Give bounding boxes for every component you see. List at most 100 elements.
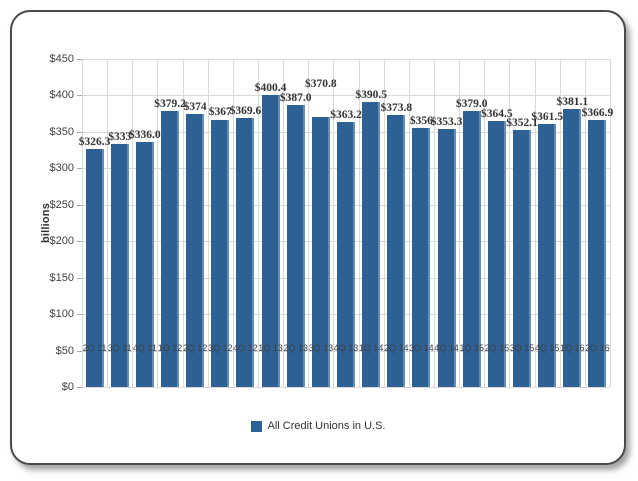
x-tick-label: 1Q 13 <box>258 343 283 353</box>
x-tick-label: 3Q 13 <box>308 343 334 353</box>
bar-2q-13 <box>286 104 305 387</box>
gridline-vertical <box>207 59 209 387</box>
y-tick-mark <box>77 59 82 60</box>
y-tick-mark <box>77 350 82 352</box>
bar-1q-14 <box>362 102 381 387</box>
gridline-vertical <box>308 59 310 387</box>
gridline-vertical <box>283 59 285 387</box>
x-tick-label: 1Q 15 <box>459 343 484 353</box>
x-tick-label: 2Q 15 <box>484 343 510 353</box>
x-tick-label: 4Q 13 <box>333 343 359 353</box>
x-tick-label: 3Q 14 <box>409 343 434 353</box>
legend: All Credit Unions in U.S. <box>12 420 624 432</box>
bar-value-label: $379.2 <box>154 97 186 110</box>
bar-value-label: $366.9 <box>581 106 614 119</box>
bar-3q-11 <box>110 144 129 387</box>
bar-2q-11 <box>85 149 104 387</box>
gridline-vertical <box>157 59 159 387</box>
bar-value-label: $400.4 <box>254 82 287 95</box>
y-tick-label: $0 <box>61 381 74 393</box>
y-tick-label: $450 <box>49 53 74 65</box>
bar-value-label: $363.2 <box>330 109 362 122</box>
gridline-vertical <box>459 59 461 387</box>
x-tick-label: 1Q 16 <box>560 343 585 353</box>
bar-3q-13 <box>311 116 330 387</box>
bar-value-label: $373.8 <box>380 101 413 114</box>
bar-value-label: $369.6 <box>229 104 262 117</box>
bar-value-label: $333 <box>108 131 132 144</box>
gridline-vertical <box>610 59 611 387</box>
plot-area: $0 $50 $100 $150 $200 $250 $300 $350 $400 $450 $32… <box>50 53 614 393</box>
bar-value-label: $367 <box>208 106 232 119</box>
bar-value-label: $390.5 <box>355 89 387 102</box>
y-tick-label: $100 <box>49 308 74 321</box>
x-tick-label: 3Q 15 <box>509 343 535 353</box>
bar-3q-14 <box>412 127 431 387</box>
bar-2q-12 <box>186 114 205 387</box>
x-tick-label: 2Q 12 <box>182 343 208 353</box>
gridline-vertical <box>383 59 385 387</box>
x-tick-label: 4Q 11 <box>132 343 157 353</box>
x-tick-label: 1Q 14 <box>358 343 384 353</box>
bar-3q-15 <box>513 130 531 387</box>
gridline-vertical <box>258 59 259 387</box>
y-tick-label: $300 <box>49 162 74 175</box>
y-tick-mark <box>77 204 82 206</box>
gridline-vertical <box>358 59 360 387</box>
gridline-vertical <box>232 59 234 387</box>
y-tick-label: $250 <box>49 198 74 211</box>
y-tick-mark <box>77 131 82 133</box>
bar-4q-13 <box>337 122 355 387</box>
bar-value-label: $336.0 <box>129 129 161 142</box>
gridline-vertical <box>132 59 134 387</box>
bar-4q-11 <box>135 142 154 387</box>
bar-value-label: $381.1 <box>556 96 589 109</box>
x-tick-label: 3Q 11 <box>107 343 132 353</box>
legend-swatch-icon <box>250 420 262 432</box>
gridline-horizontal <box>82 387 610 388</box>
y-tick-label: $400 <box>49 89 74 102</box>
gridline-vertical <box>509 59 511 387</box>
bar-value-label: $364.5 <box>481 108 513 121</box>
x-tick-label: 2Q 13 <box>283 343 308 353</box>
x-tick-label: 2Q 14 <box>384 343 409 353</box>
gridline-vertical <box>434 59 435 387</box>
gridline-vertical <box>182 59 184 387</box>
gridline-vertical <box>107 59 109 387</box>
bar-value-label: $353.3 <box>430 116 463 129</box>
gridline-vertical <box>484 59 486 387</box>
x-tick-label: 4Q 14 <box>434 343 459 353</box>
x-tick-label: 2Q 16 <box>585 343 610 353</box>
y-tick-mark <box>77 314 82 316</box>
chart-frame: billions $0 $50 $100 $150 $200 $250 $300 $350 $4… <box>10 10 626 465</box>
bar-4q-15 <box>538 123 557 387</box>
x-tick-label: 4Q 15 <box>534 343 560 353</box>
y-tick-mark <box>77 168 82 170</box>
gridline-vertical <box>559 59 561 387</box>
bar-4q-14 <box>437 129 456 387</box>
bar-2q-15 <box>487 121 506 387</box>
bar-value-label: $326.3 <box>78 136 111 149</box>
y-tick-label: $150 <box>49 271 74 284</box>
x-tick-label: 2Q 11 <box>82 343 107 353</box>
bar-value-label: $374 <box>183 101 207 114</box>
legend-label: All Credit Unions in U.S. <box>267 420 386 432</box>
gridline-vertical <box>408 59 410 387</box>
bar-4q-12 <box>236 117 255 387</box>
bar-value-label: $387.0 <box>279 91 312 104</box>
bar-2q-16 <box>588 119 607 387</box>
gridline-horizontal <box>82 59 610 60</box>
bar-value-label: $370.8 <box>305 77 337 90</box>
bar-value-label: $379.0 <box>455 97 488 110</box>
bar-value-label: $361.5 <box>531 110 563 123</box>
x-tick-label: 4Q 12 <box>233 343 258 353</box>
bar-1q-16 <box>563 109 582 387</box>
x-tick-label: 3Q 12 <box>208 343 233 353</box>
y-tick-label: $350 <box>49 125 74 138</box>
y-tick-mark <box>77 277 82 279</box>
y-tick-mark <box>77 95 82 97</box>
x-tick-label: 1Q 12 <box>157 343 183 353</box>
bar-value-label: $352.1 <box>506 117 538 130</box>
gridline-vertical <box>534 59 536 387</box>
